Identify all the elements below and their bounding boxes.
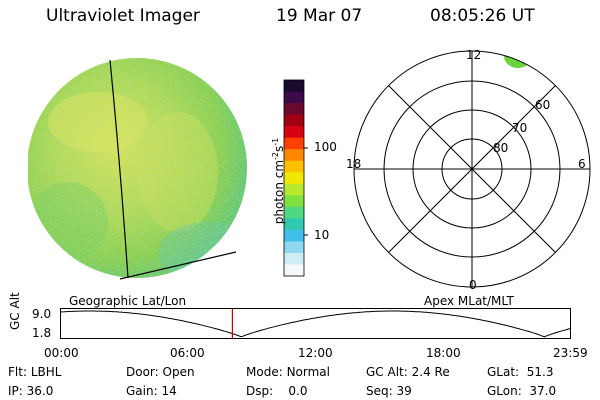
apex-caption: Apex MLat/MLT — [424, 294, 514, 308]
altitude-curve — [60, 310, 571, 338]
mlat-label-80: 80 — [493, 141, 509, 155]
colorbar-cell — [284, 137, 304, 150]
aurora-blob — [504, 51, 532, 68]
timeline-ytick-bottom: 1.8 — [32, 326, 52, 340]
colorbar-cell — [284, 126, 304, 139]
app-title: Ultraviolet Imager — [46, 6, 200, 26]
timeline-xtick-1200: 12:00 — [298, 346, 333, 360]
colorbar-cell — [284, 241, 304, 254]
colorbar-cell — [284, 103, 304, 116]
status-glon: GLon: 37.0 — [487, 384, 557, 398]
timeline-ytick-top: 9.0 — [32, 307, 52, 321]
timeline-frame — [60, 308, 571, 339]
colorbar-cell — [284, 183, 304, 196]
mlt-label-6: 6 — [578, 157, 586, 171]
mlt-label-12: 12 — [466, 48, 482, 62]
header-date: 19 Mar 07 — [276, 6, 363, 26]
timeline-xtick-0600: 06:00 — [170, 346, 205, 360]
colorbar-cell — [284, 195, 304, 208]
mlt-label-0: 0 — [469, 278, 477, 292]
meridian-line — [109, 59, 129, 279]
colorbar-cell — [284, 229, 304, 242]
status-seq: Seq: 39 — [366, 384, 412, 398]
polar-plot — [353, 50, 591, 288]
colorbar-cell — [284, 80, 304, 93]
colorbar-cell — [284, 172, 304, 185]
colorbar-unit-label: photon cm-2s-1 — [271, 137, 286, 225]
colorbar-cell — [284, 264, 304, 277]
timeline-xtick-2359: 23:59 — [553, 346, 588, 360]
mlt-label-18: 18 — [346, 157, 362, 171]
status-door: Door: Open — [126, 365, 195, 379]
colorbar-cell — [284, 160, 304, 173]
latitude-line — [119, 251, 237, 280]
status-gc-alt: GC Alt: 2.4 Re — [366, 365, 450, 379]
header-time: 08:05:26 UT — [430, 6, 535, 26]
colorbar-cell — [284, 252, 304, 265]
mlat-label-70: 70 — [512, 121, 528, 135]
timeline-xtick-0000: 00:00 — [44, 346, 79, 360]
colorbar-tick-10: 10 — [314, 228, 330, 242]
status-ip: IP: 36.0 — [8, 384, 54, 398]
timeline-ylabel: GC Alt — [8, 292, 22, 330]
colorbar-cell — [284, 91, 304, 104]
geographic-caption: Geographic Lat/Lon — [69, 294, 187, 308]
status-dsp: Dsp: 0.0 — [246, 384, 308, 398]
colorbar-cell — [284, 149, 304, 162]
colorbar — [283, 79, 308, 277]
timeline-xtick-1800: 18:00 — [426, 346, 461, 360]
timeline-plot[interactable] — [60, 308, 572, 340]
colorbar-cell — [284, 206, 304, 219]
status-gain: Gain: 14 — [126, 384, 177, 398]
status-mode: Mode: Normal — [246, 365, 330, 379]
mlat-label-60: 60 — [535, 98, 551, 112]
status-glat: GLat: 51.3 — [487, 365, 554, 379]
colorbar-tick-100: 100 — [314, 140, 337, 154]
status-filter: Flt: LBHL — [8, 365, 62, 379]
colorbar-cell — [284, 218, 304, 231]
colorbar-cell — [284, 114, 304, 127]
earth-image — [28, 58, 247, 280]
